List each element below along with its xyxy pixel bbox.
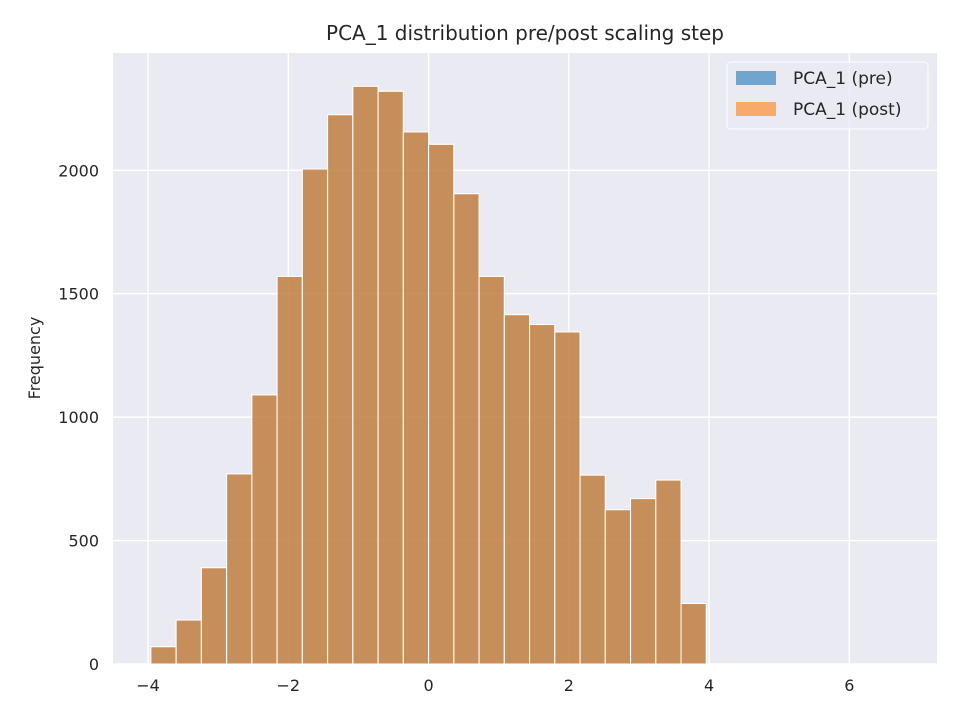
bar-post (453, 193, 480, 665)
legend-swatch-post (736, 102, 776, 116)
bar-post (352, 85, 379, 665)
bar-post (579, 474, 606, 665)
y-tick-label: 1000 (58, 408, 99, 427)
x-tick-label: 6 (844, 676, 854, 695)
bar-post (276, 275, 303, 665)
x-tick-label: −2 (277, 676, 301, 695)
y-axis-label: Frequency (25, 317, 44, 400)
bar-post (226, 473, 253, 665)
chart-title: PCA_1 distribution pre/post scaling step (326, 21, 724, 45)
bar-post (301, 168, 329, 665)
y-tick-label: 1500 (58, 285, 99, 304)
legend-box (726, 61, 929, 130)
legend-label-post: PCA_1 (post) (793, 100, 901, 120)
legend-swatch-pre (736, 71, 776, 85)
bar-post (655, 479, 682, 665)
bar-post (503, 314, 531, 665)
x-tick-label: −4 (136, 676, 160, 695)
bar-post (478, 275, 505, 665)
bar-post (327, 114, 354, 665)
bar-post (428, 143, 455, 665)
x-tick-label: 4 (704, 676, 714, 695)
x-tick-label: 2 (564, 676, 574, 695)
legend-label-pre: PCA_1 (pre) (793, 69, 893, 89)
bar-post (402, 131, 430, 665)
bar-post (175, 619, 202, 665)
bar-post (200, 567, 228, 665)
bars-post (150, 85, 707, 665)
y-tick-label: 500 (68, 532, 99, 551)
bar-post (630, 498, 657, 665)
y-tick-label: 0 (89, 655, 99, 674)
bar-post (604, 509, 632, 665)
bar-post (251, 394, 278, 665)
bar-post (529, 324, 556, 665)
y-tick-label: 2000 (58, 161, 99, 180)
bar-post (554, 331, 581, 665)
y-axis-ticks: 0 500 1000 1500 2000 (58, 161, 99, 674)
bar-post (377, 90, 404, 665)
x-axis-ticks: −4 −2 0 2 4 6 (136, 676, 854, 695)
bar-post (680, 603, 707, 665)
bar-post (150, 646, 177, 665)
x-tick-label: 0 (423, 676, 433, 695)
legend: PCA_1 (pre) PCA_1 (post) (726, 61, 929, 130)
